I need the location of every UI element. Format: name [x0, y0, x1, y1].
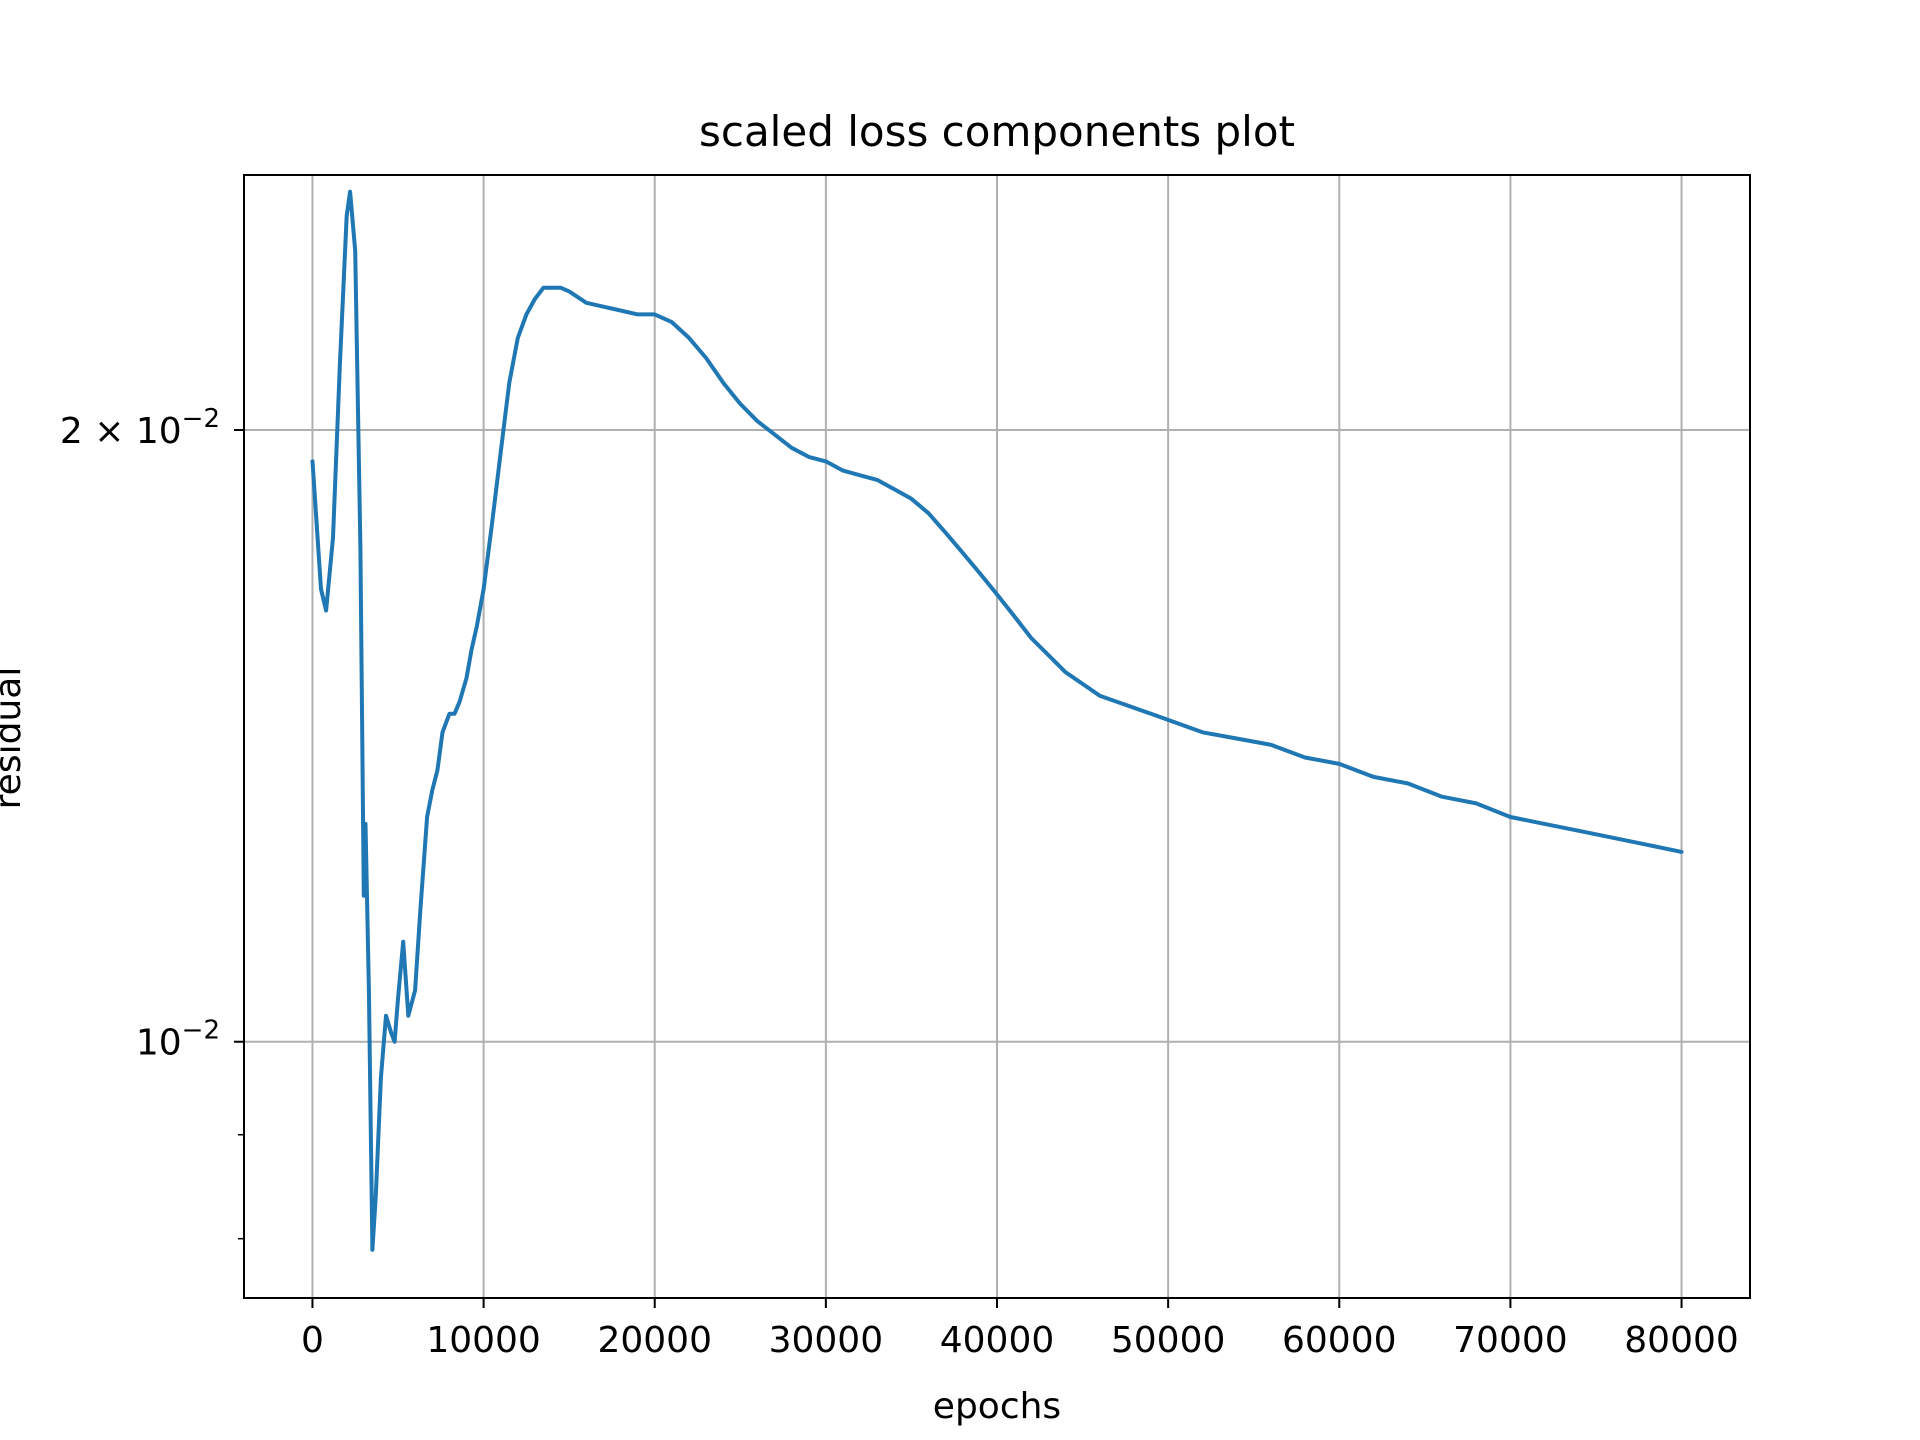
x-tick-label: 0: [301, 1320, 324, 1361]
tick-marks: [234, 429, 1683, 1308]
y-tick-label-base: 2 × 10: [60, 411, 182, 452]
x-tick-label: 80000: [1624, 1320, 1739, 1361]
series-layer: [310, 189, 1684, 1252]
x-tick-label: 50000: [1111, 1320, 1226, 1361]
x-tick-label: 30000: [769, 1320, 884, 1361]
x-axis-label: epochs: [933, 1386, 1061, 1427]
x-tick-label: 20000: [597, 1320, 712, 1361]
y-tick-label: 10−2: [136, 1016, 220, 1064]
y-tick-label-exponent: −2: [182, 1016, 220, 1046]
series-line: [310, 189, 1684, 1252]
x-tick-label: 60000: [1282, 1320, 1397, 1361]
chart-title: scaled loss components plot: [699, 107, 1295, 156]
grid-lines: [244, 175, 1750, 1298]
y-tick-label-base: 10: [136, 1023, 182, 1064]
x-tick-label: 10000: [426, 1320, 541, 1361]
y-tick-label-exponent: −2: [182, 404, 220, 434]
x-tick-label: 40000: [940, 1320, 1055, 1361]
tick-labels: 0 10000 20000 30000 40000 50000 60000 70000 8000…: [60, 404, 1739, 1361]
y-tick-label: 2 × 10−2: [60, 404, 220, 452]
x-tick-label: 70000: [1453, 1320, 1568, 1361]
y-axis-label: residual: [0, 667, 29, 810]
